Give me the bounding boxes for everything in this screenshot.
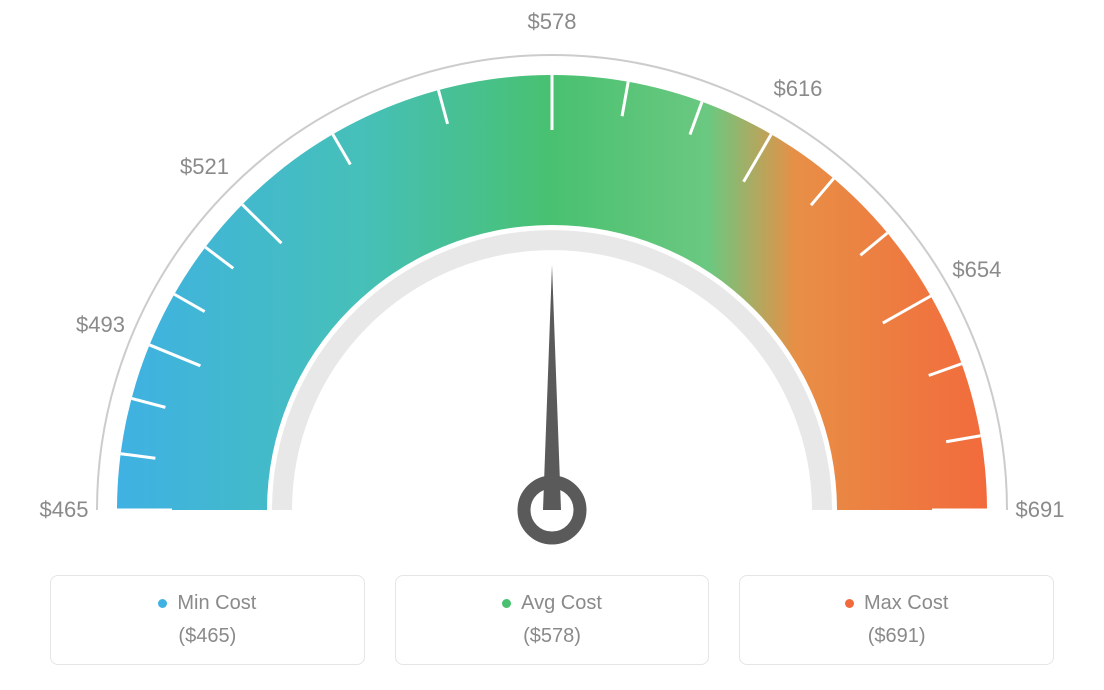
gauge-tick-label: $521 <box>180 154 229 180</box>
gauge-tick-label: $654 <box>952 257 1001 283</box>
gauge-container: $465 $493 $521 $578 $616 $654 $691 <box>0 0 1104 560</box>
legend-title-min: Min Cost <box>158 592 256 615</box>
legend-dot-avg <box>502 599 511 608</box>
legend-label-min: Min Cost <box>177 592 256 615</box>
legend-dot-max <box>845 599 854 608</box>
legend-value-avg: ($578) <box>416 625 689 648</box>
gauge-tick-label: $578 <box>528 9 577 35</box>
legend-value-max: ($691) <box>760 625 1033 648</box>
legend-label-avg: Avg Cost <box>521 592 602 615</box>
legend-box-max: Max Cost ($691) <box>739 575 1054 665</box>
gauge-tick-label: $465 <box>40 497 89 523</box>
gauge-tick-label: $691 <box>1016 497 1065 523</box>
legend-title-avg: Avg Cost <box>502 592 602 615</box>
gauge-tick-label: $616 <box>773 76 822 102</box>
gauge-tick-label: $493 <box>76 312 125 338</box>
legend-value-min: ($465) <box>71 625 344 648</box>
legend-box-min: Min Cost ($465) <box>50 575 365 665</box>
legend-row: Min Cost ($465) Avg Cost ($578) Max Cost… <box>0 575 1104 665</box>
legend-title-max: Max Cost <box>845 592 948 615</box>
legend-label-max: Max Cost <box>864 592 948 615</box>
legend-box-avg: Avg Cost ($578) <box>395 575 710 665</box>
gauge-svg <box>0 0 1104 560</box>
legend-dot-min <box>158 599 167 608</box>
